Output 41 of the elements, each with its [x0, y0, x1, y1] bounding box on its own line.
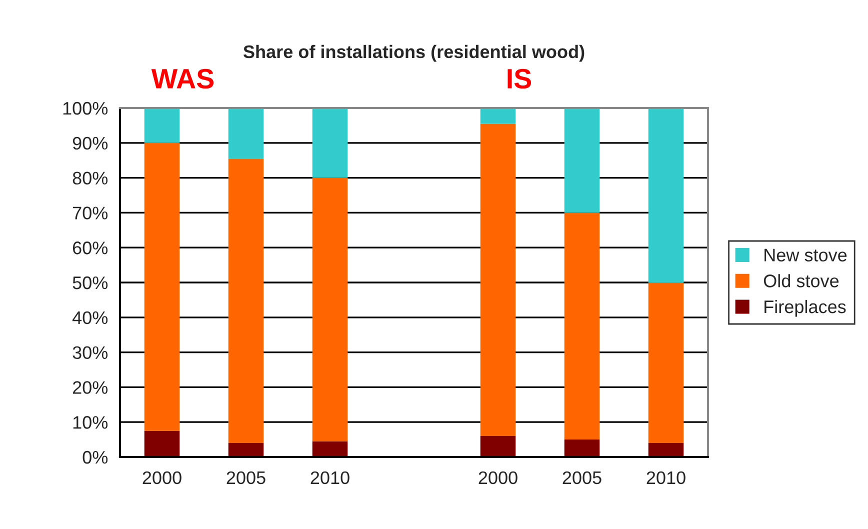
legend-label: New stove [764, 248, 847, 262]
text: WAS [151, 68, 214, 89]
legend-label: Fireplaces [764, 300, 846, 317]
bar [480, 436, 516, 457]
y-tick-label: 50% [72, 276, 108, 290]
bar [312, 178, 348, 442]
bar [564, 212, 600, 440]
bar [564, 440, 600, 457]
bar [228, 158, 264, 444]
x-tick-label: 2010 [646, 471, 686, 484]
y-tick-label: 100% [63, 102, 108, 115]
bar [480, 124, 516, 436]
bar [648, 443, 684, 457]
bar [648, 282, 684, 444]
y-tick-label: 30% [72, 346, 108, 360]
y-tick-label: 20% [72, 381, 108, 394]
bar [144, 142, 180, 431]
bar [648, 108, 684, 282]
chart-title: Share of installations (residential wood) [243, 44, 584, 62]
text: IS [508, 68, 532, 89]
x-tick-label: 2000 [478, 471, 518, 484]
x-tick-label: 2010 [310, 471, 350, 484]
x-tick-label: 2000 [142, 471, 182, 484]
bar [144, 430, 180, 457]
y-tick-label: 10% [73, 416, 108, 429]
bar [564, 108, 600, 213]
y-tick-label: 60% [72, 242, 108, 254]
bar [228, 108, 264, 159]
y-tick-label: 40% [72, 311, 108, 324]
y-tick-label: 70% [72, 206, 108, 220]
y-tick-label: 80% [72, 172, 108, 185]
legend-label: Old stove [764, 274, 839, 288]
x-tick-label: 2005 [226, 471, 266, 484]
y-tick-label: 0% [82, 450, 108, 464]
bar [312, 108, 348, 178]
bar [144, 108, 180, 143]
x-tick-label: 2005 [562, 471, 602, 484]
bar [480, 108, 516, 124]
y-tick-label: 90% [72, 136, 108, 150]
bar [312, 441, 348, 457]
bar [228, 443, 264, 457]
